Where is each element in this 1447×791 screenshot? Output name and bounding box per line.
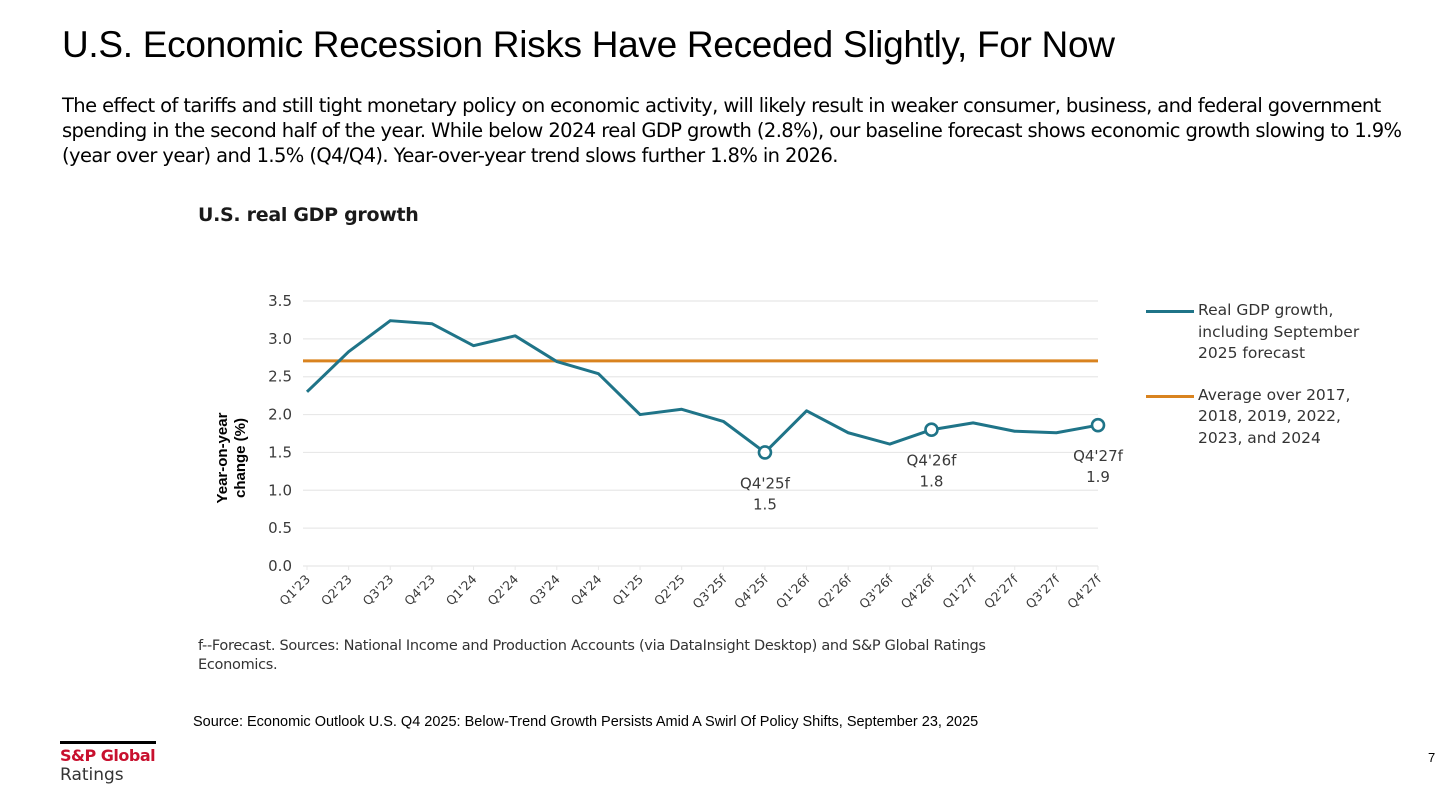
y-tick-label: 3.5 bbox=[268, 292, 292, 310]
x-tick-label: Q4'23 bbox=[401, 572, 438, 609]
x-tick-label: Q2'27f bbox=[981, 571, 1021, 611]
gridlines bbox=[303, 300, 1098, 567]
x-tick-label: Q2'23 bbox=[318, 572, 355, 609]
legend-swatch-gdp bbox=[1146, 310, 1194, 313]
logo-bar bbox=[60, 741, 156, 744]
x-tick-label: Q3'23 bbox=[360, 572, 397, 609]
legend-swatch-average bbox=[1146, 394, 1194, 398]
x-tick-label: Q4'24 bbox=[568, 571, 605, 608]
y-axis-label-line1: Year-on-year bbox=[214, 412, 231, 503]
x-tick-label: Q1'26f bbox=[773, 571, 813, 611]
x-tick-label: Q3'24 bbox=[526, 571, 563, 608]
legend-item-average: Average over 2017, 2018, 2019, 2022, 202… bbox=[1146, 385, 1376, 450]
x-axis-ticks: Q1'23 Q2'23 Q3'23 Q4'23 Q1'24 Q2'24 Q3'24 Q4'24… bbox=[276, 566, 1105, 611]
logo-sub-text: Ratings bbox=[60, 765, 124, 785]
x-tick-label: Q1'24 bbox=[443, 571, 480, 608]
y-axis-label-line2: change (%) bbox=[232, 418, 249, 498]
y-tick-label: 0.5 bbox=[268, 519, 292, 537]
page-number: 7 bbox=[1428, 750, 1436, 765]
annotation-labels: Q4'25f 1.5 Q4'26f 1.8 Q4'27f 1.9 bbox=[740, 447, 1124, 513]
gdp-line-chart: 0.0 0.5 1.0 1.5 2.0 2.5 3.0 3.5 Q1'23 Q2'23 Q3'23… bbox=[214, 292, 1124, 611]
annotation-markers bbox=[757, 417, 1106, 460]
logo-brand-text: S&P Global bbox=[60, 746, 156, 765]
y-tick-label: 0.0 bbox=[268, 557, 292, 575]
x-tick-label: Q4'25f bbox=[731, 571, 771, 611]
legend-label-gdp: Real GDP growth, including September 202… bbox=[1198, 301, 1360, 362]
legend-item-gdp: Real GDP growth, including September 202… bbox=[1146, 300, 1376, 365]
x-tick-label: Q1'25 bbox=[609, 572, 646, 609]
chart-title: U.S. real GDP growth bbox=[198, 204, 419, 226]
gdp-growth-line bbox=[305, 319, 1099, 454]
y-tick-label: 1.0 bbox=[268, 481, 292, 499]
x-tick-label: Q2'24 bbox=[484, 571, 521, 608]
x-tick-label: Q3'27f bbox=[1023, 571, 1063, 611]
x-tick-label: Q3'25f bbox=[689, 571, 729, 611]
x-tick-label: Q2'25 bbox=[651, 572, 688, 609]
sp-global-ratings-logo: S&P Global Ratings bbox=[60, 741, 156, 785]
x-tick-label: Q1'27f bbox=[939, 571, 979, 611]
legend-label-average: Average over 2017, 2018, 2019, 2022, 202… bbox=[1198, 385, 1351, 447]
y-axis-ticks: 0.0 0.5 1.0 1.5 2.0 2.5 3.0 3.5 bbox=[268, 292, 292, 575]
annotation-category-label: Q4'26f bbox=[907, 452, 958, 470]
annotation-category-label: Q4'27f bbox=[1073, 447, 1124, 465]
annotation-marker bbox=[924, 422, 939, 438]
chart-legend: Real GDP growth, including September 202… bbox=[1146, 300, 1376, 469]
annotation-value-label: 1.9 bbox=[1086, 468, 1110, 486]
x-tick-label: Q3'26f bbox=[856, 571, 896, 611]
annotation-value-label: 1.8 bbox=[920, 473, 944, 491]
x-tick-label: Q2'26f bbox=[814, 571, 854, 611]
series-lines bbox=[303, 319, 1099, 454]
chart-footnote: f--Forecast. Sources: National Income an… bbox=[198, 638, 986, 673]
annotation-category-label: Q4'25f bbox=[740, 474, 791, 492]
y-tick-label: 2.0 bbox=[268, 406, 292, 424]
x-tick-label: Q4'26f bbox=[898, 571, 938, 611]
y-tick-label: 1.5 bbox=[268, 443, 292, 461]
x-tick-label: Q4'27f bbox=[1064, 571, 1104, 611]
slide-body-text: The effect of tariffs and still tight mo… bbox=[62, 94, 1402, 167]
annotation-marker bbox=[1090, 417, 1106, 433]
y-axis-label: Year-on-yearchange (%) bbox=[214, 412, 249, 503]
y-tick-label: 3.0 bbox=[268, 330, 292, 348]
annotation-value-label: 1.5 bbox=[753, 495, 777, 513]
x-tick-label: Q1'23 bbox=[276, 572, 313, 609]
annotation-marker bbox=[757, 445, 773, 460]
y-tick-label: 2.5 bbox=[268, 368, 292, 386]
slide-title: U.S. Economic Recession Risks Have Reced… bbox=[62, 24, 1115, 65]
source-citation: Source: Economic Outlook U.S. Q4 2025: B… bbox=[193, 714, 979, 730]
